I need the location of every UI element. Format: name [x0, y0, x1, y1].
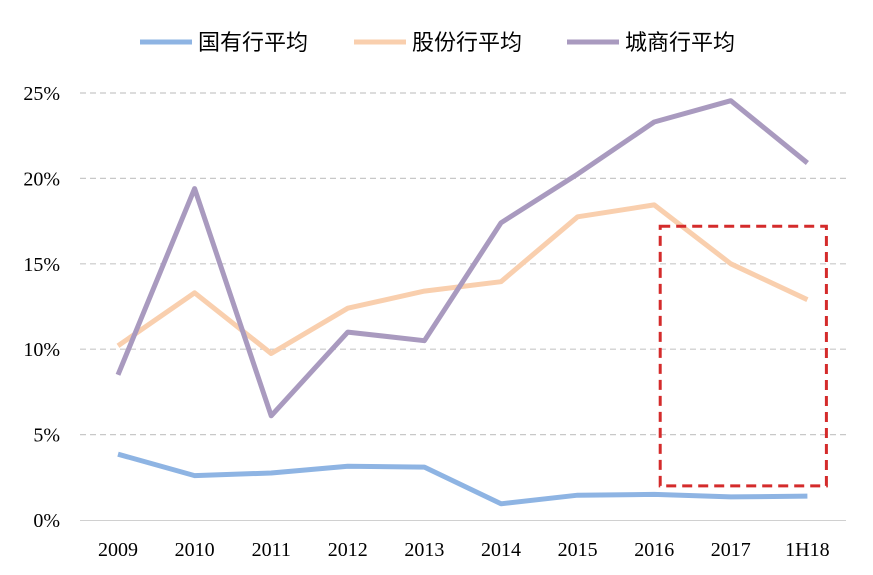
highlight-box — [658, 224, 828, 488]
y-tick-label: 25% — [23, 83, 60, 105]
y-tick-label: 10% — [23, 339, 60, 361]
legend-label: 国有行平均 — [198, 31, 308, 56]
y-tick-label: 0% — [33, 510, 60, 532]
y-tick-label: 15% — [23, 254, 60, 276]
legend: 国有行平均 股份行平均 城商行平均 — [140, 31, 735, 56]
legend-label: 股份行平均 — [412, 31, 522, 56]
x-tick-label: 2014 — [481, 539, 521, 561]
x-tick-label: 2010 — [175, 539, 215, 561]
series-line-3 — [115, 98, 809, 419]
series-line-2 — [116, 202, 809, 356]
x-tick-label: 2016 — [634, 539, 674, 561]
y-axis-ticks: 0% 5% 10% 15% 20% 25% — [23, 83, 60, 532]
x-tick-label: 2009 — [98, 539, 138, 561]
annotations — [658, 224, 828, 488]
legend-label: 城商行平均 — [625, 31, 735, 56]
x-tick-label: 2011 — [252, 539, 291, 561]
series-lines — [115, 98, 809, 507]
y-tick-label: 20% — [23, 168, 60, 190]
x-tick-label: 2017 — [711, 539, 751, 561]
y-tick-label: 5% — [33, 425, 60, 447]
x-axis-ticks: 2009 2010 2011 2012 2013 2014 2015 2016 2017 1H18 — [98, 539, 830, 561]
x-tick-label: 2015 — [558, 539, 598, 561]
series-line-1 — [117, 451, 808, 507]
gridlines — [80, 92, 846, 436]
x-tick-label: 2012 — [328, 539, 368, 561]
x-tick-label: 2013 — [404, 539, 444, 561]
x-tick-label: 1H18 — [785, 539, 829, 561]
